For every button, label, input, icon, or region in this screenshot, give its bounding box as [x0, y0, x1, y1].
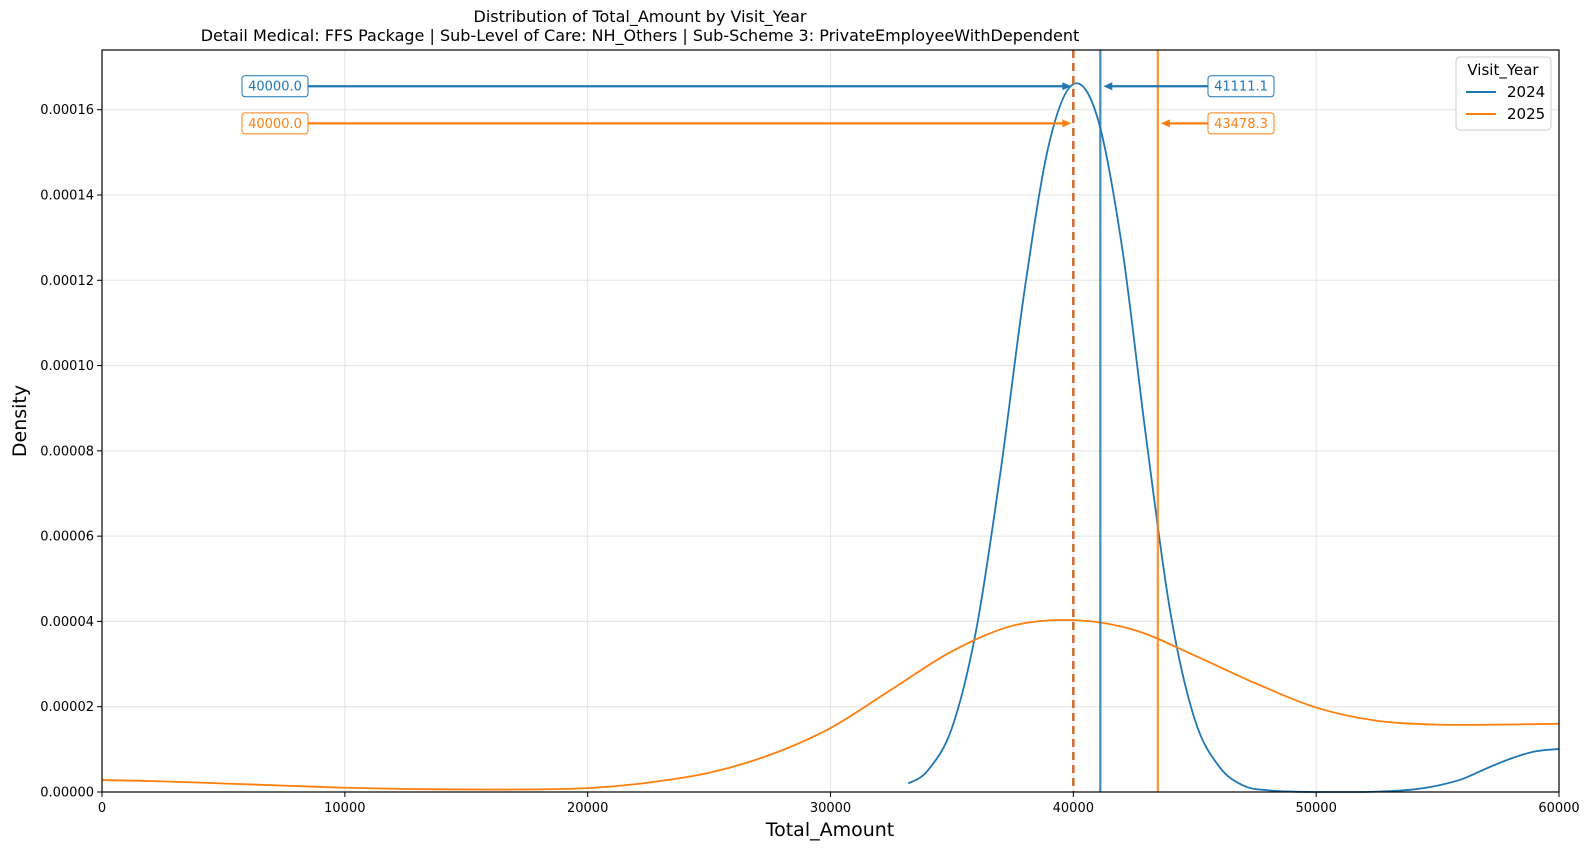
x-tick-label: 40000: [1053, 801, 1094, 816]
legend-title: Visit_Year: [1467, 61, 1539, 80]
x-tick-label: 30000: [810, 801, 851, 816]
annotation-arrowhead-2025-mean: [1160, 119, 1170, 128]
reference-lines: [1072, 50, 1159, 792]
x-axis-label: Total_Amount: [765, 819, 895, 841]
y-tick-label: 0.00002: [40, 700, 94, 715]
x-tick-label: 0: [98, 801, 106, 816]
y-tick-label: 0.00004: [40, 615, 94, 630]
y-tick-label: 0.00012: [40, 274, 94, 289]
series-curves: [101, 82, 1560, 793]
y-tick-label: 0.00008: [40, 444, 94, 459]
legend-items: 2024 2025: [1466, 83, 1545, 123]
annotation-arrowhead-2024-mean: [1103, 82, 1113, 91]
annotation-label-2025-median: 40000.0: [248, 117, 302, 132]
annotation-arrowhead-2024-median: [1062, 82, 1072, 91]
x-tick-label: 10000: [324, 801, 365, 816]
x-axis-ticks: 0 10000 20000 30000 40000 50000 60000: [98, 792, 1580, 816]
annotation-label-2025-mean: 43478.3: [1214, 117, 1268, 132]
y-tick-label: 0.00000: [40, 786, 94, 801]
x-tick-label: 60000: [1538, 801, 1579, 816]
annotation-label-2024-mean: 41111.1: [1214, 80, 1268, 95]
x-tick-label: 20000: [567, 801, 608, 816]
y-axis-label: Density: [9, 385, 31, 457]
legend-label-2025: 2025: [1507, 105, 1545, 123]
annotation-label-2024-median: 40000.0: [248, 80, 302, 95]
legend-box: [1455, 56, 1552, 131]
series-line-2024: [907, 82, 1560, 793]
chart-subtitle: Detail Medical: FFS Package | Sub-Level …: [201, 26, 1080, 46]
y-tick-label: 0.00006: [40, 530, 94, 545]
x-tick-label: 50000: [1295, 801, 1336, 816]
series-line-2025: [101, 619, 1560, 791]
y-axis-ticks: 0.00000 0.00002 0.00004 0.00006 0.00008 0.000…: [40, 103, 102, 801]
y-tick-label: 0.00014: [40, 188, 94, 203]
annotations: 40000.0 41111.1 40000.0 43478.3: [241, 75, 1275, 135]
legend-label-2024: 2024: [1507, 83, 1545, 101]
y-tick-label: 0.00010: [40, 359, 94, 374]
grid: [101, 50, 1560, 793]
chart-title: Distribution of Total_Amount by Visit_Ye…: [474, 7, 807, 27]
annotation-arrowhead-2025-median: [1062, 119, 1072, 128]
y-tick-label: 0.00016: [40, 103, 94, 118]
legend: Visit_Year 2024 2025: [1455, 56, 1552, 131]
